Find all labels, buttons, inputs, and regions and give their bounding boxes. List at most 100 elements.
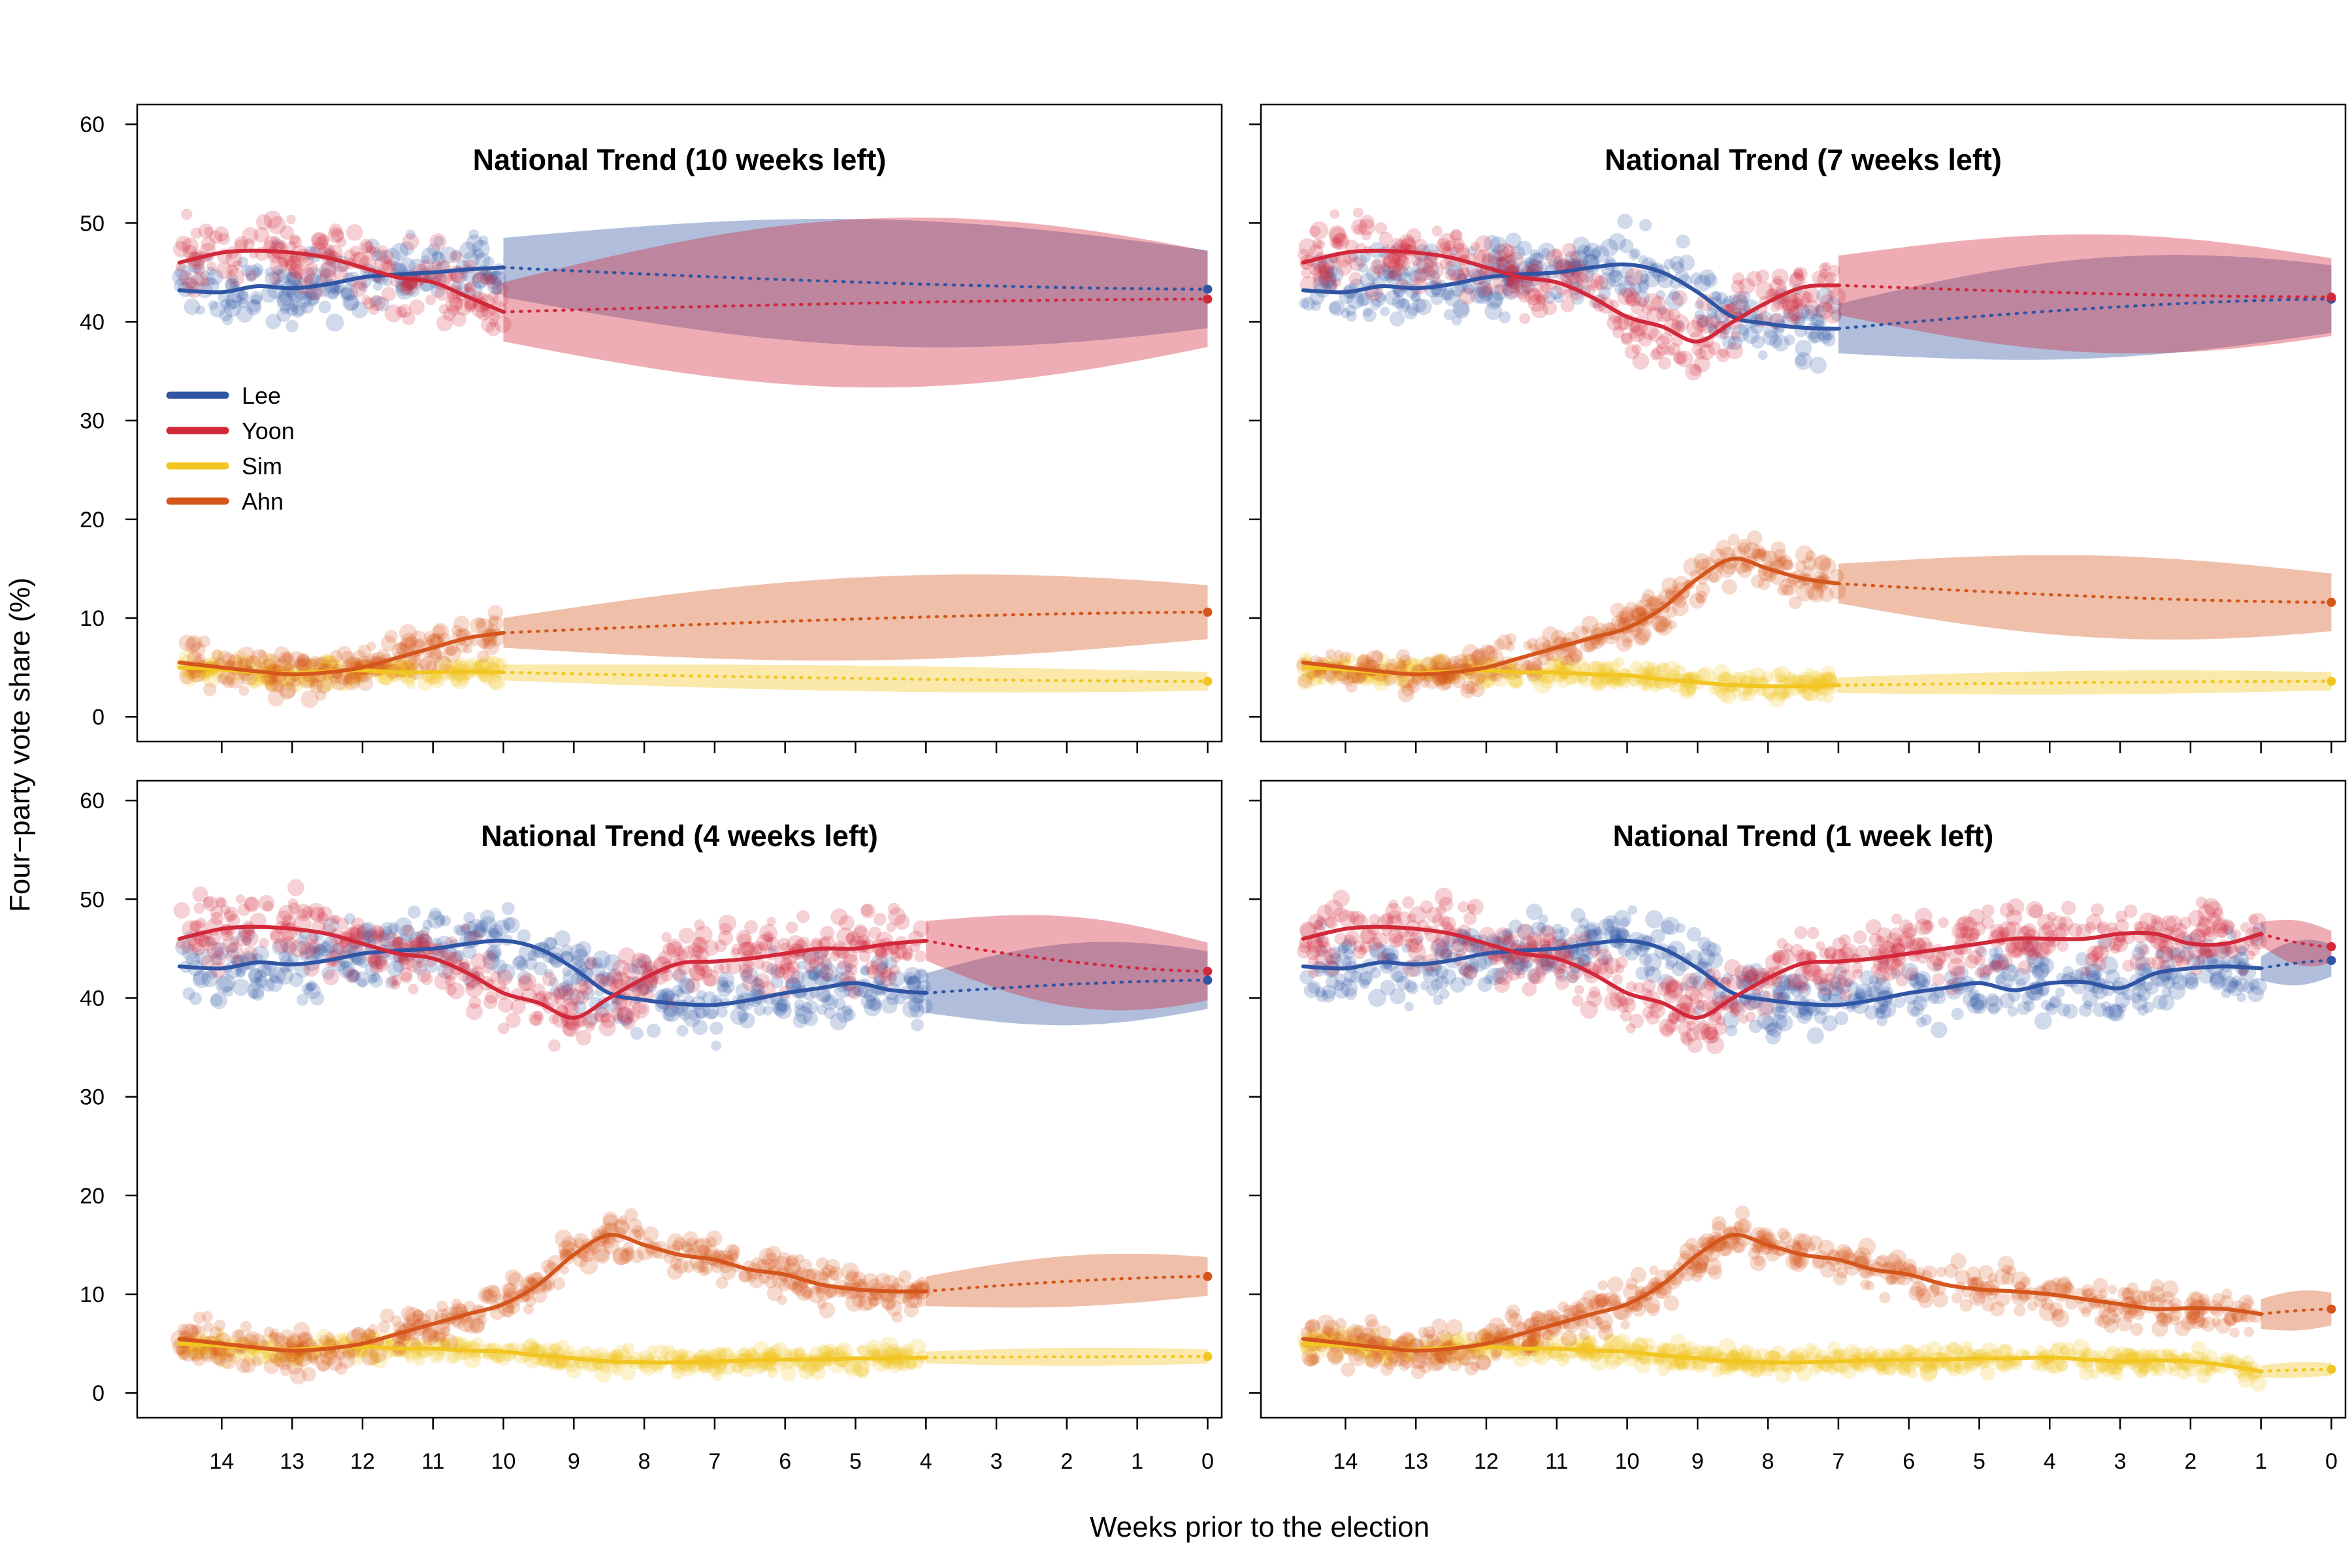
poll-point: [785, 921, 798, 934]
poll-point: [2227, 980, 2244, 996]
poll-point: [1837, 969, 1855, 988]
poll-point: [1756, 269, 1769, 283]
poll-point: [678, 977, 695, 995]
poll-point: [1402, 657, 1420, 674]
poll-point: [2063, 1004, 2078, 1019]
poll-point: [1602, 954, 1614, 966]
poll-point: [299, 950, 310, 961]
poll-point: [1840, 943, 1857, 960]
poll-point: [1526, 969, 1541, 983]
poll-point: [730, 1007, 748, 1025]
poll-point: [1772, 335, 1789, 351]
poll-point: [347, 970, 359, 982]
poll-point: [1346, 291, 1365, 310]
poll-point: [2092, 946, 2105, 959]
poll-point: [1827, 981, 1844, 996]
poll-point: [1390, 988, 1406, 1005]
poll-point: [431, 672, 444, 685]
poll-point: [1696, 316, 1714, 334]
poll-point: [1695, 582, 1710, 597]
poll-point: [1463, 965, 1478, 980]
poll-point: [1730, 331, 1740, 340]
poll-point: [1613, 657, 1624, 668]
poll-point: [252, 945, 269, 962]
poll-point: [179, 668, 195, 684]
poll-point: [1396, 299, 1411, 313]
poll-point: [1362, 308, 1377, 322]
poll-point: [1528, 644, 1538, 653]
poll-point: [310, 933, 319, 943]
poll-point: [1481, 252, 1494, 265]
y-tick-label: 20: [80, 1184, 105, 1209]
poll-point: [291, 677, 301, 687]
poll-point: [725, 1243, 741, 1260]
poll-point: [1494, 967, 1513, 986]
poll-point: [1451, 315, 1462, 326]
poll-point: [1756, 999, 1774, 1017]
poll-point: [1770, 302, 1780, 312]
poll-point: [306, 291, 320, 305]
poll-point: [612, 1218, 630, 1236]
poll-point: [1697, 958, 1708, 969]
poll-point: [1494, 249, 1507, 262]
poll-point: [1471, 649, 1488, 666]
poll-point: [857, 1296, 874, 1312]
poll-point: [269, 1331, 278, 1341]
poll-point: [1703, 273, 1718, 288]
poll-point: [2004, 921, 2022, 938]
poll-point: [1796, 1007, 1812, 1024]
poll-point: [736, 930, 752, 946]
poll-point: [1777, 555, 1793, 570]
poll-point: [1718, 671, 1731, 684]
poll-point: [1851, 962, 1863, 974]
poll-point: [687, 942, 704, 958]
poll-point: [1671, 290, 1688, 306]
poll-point: [2164, 926, 2174, 936]
poll-point: [887, 943, 900, 955]
poll-point: [1470, 242, 1480, 252]
poll-point: [180, 1323, 199, 1342]
poll-point: [1771, 268, 1789, 286]
poll-point: [585, 1021, 595, 1032]
poll-point: [462, 945, 477, 959]
poll-point: [1828, 976, 1842, 989]
poll-point: [2047, 911, 2057, 922]
poll-point: [907, 976, 920, 989]
poll-point: [1398, 272, 1413, 286]
poll-point: [440, 1333, 458, 1352]
poll-point: [570, 972, 583, 985]
poll-point: [1974, 955, 1986, 966]
poll-point: [594, 1012, 604, 1022]
poll-point: [287, 953, 299, 964]
poll-point: [792, 1280, 809, 1297]
poll-point: [327, 227, 344, 244]
poll-point: [1301, 267, 1312, 279]
poll-point: [465, 981, 475, 991]
poll-point: [853, 985, 864, 996]
poll-point: [1574, 985, 1584, 995]
poll-point: [1467, 962, 1479, 974]
poll-point: [479, 916, 497, 934]
poll-point: [597, 1226, 607, 1235]
panel-title: National Trend (7 weeks left): [1605, 143, 2002, 176]
poll-point: [1387, 928, 1403, 944]
poll-point: [1750, 335, 1765, 349]
poll-point: [1401, 659, 1412, 669]
poll-point: [1793, 267, 1808, 282]
poll-point: [1477, 954, 1493, 970]
poll-point: [875, 946, 887, 958]
poll-point: [289, 234, 300, 245]
poll-point: [1350, 219, 1367, 236]
poll-point: [368, 1324, 378, 1335]
poll-point: [1792, 675, 1811, 694]
poll-point: [1622, 287, 1639, 304]
poll-point: [224, 1353, 234, 1363]
poll-point: [193, 902, 205, 914]
poll-point: [1481, 254, 1495, 269]
poll-point: [1633, 632, 1648, 646]
poll-point: [287, 1351, 304, 1368]
poll-point: [277, 1356, 292, 1371]
poll-point: [1767, 288, 1778, 299]
poll-point: [879, 960, 889, 970]
forecast-endpoint-ahn: [2327, 597, 2336, 607]
